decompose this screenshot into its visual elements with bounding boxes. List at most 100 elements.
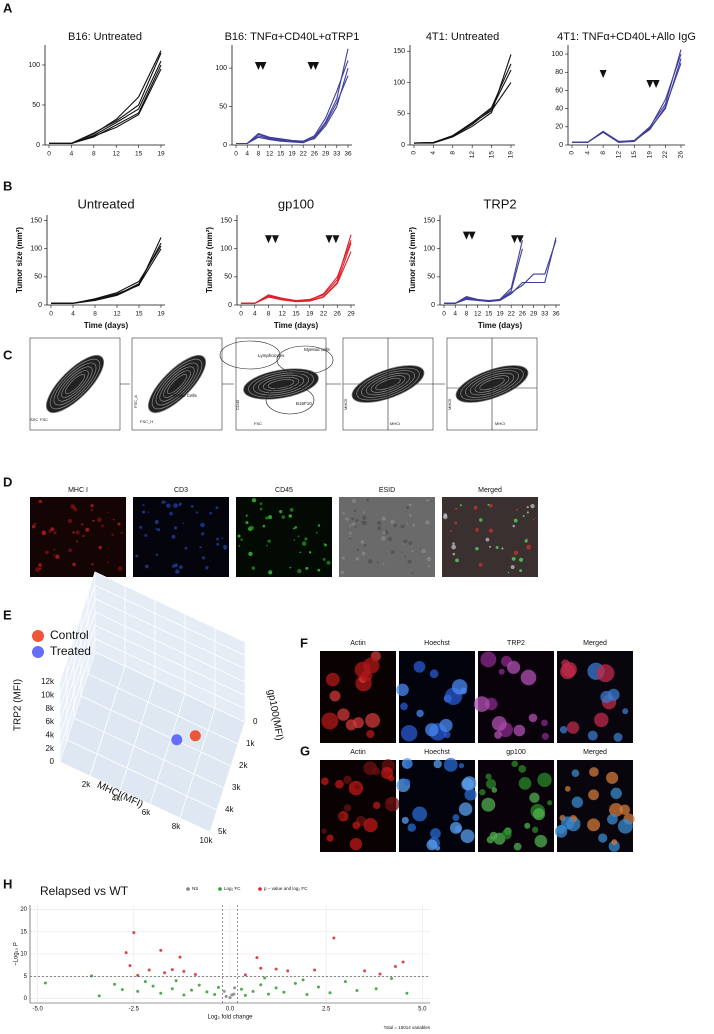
cell [345, 719, 357, 731]
panel-label: A [3, 0, 13, 15]
contour [465, 370, 519, 398]
cell [452, 814, 460, 822]
cell [55, 554, 60, 559]
cell [381, 516, 386, 521]
x-tick-label: -5.0 [33, 1007, 44, 1013]
series-line [572, 63, 682, 143]
contour [148, 355, 206, 413]
x-tick-label: 0 [234, 151, 238, 158]
y-tick-label: 100 [393, 79, 405, 86]
cell [384, 796, 400, 812]
gate [276, 345, 334, 375]
cell [412, 523, 416, 527]
x-tick-label: 15 [277, 151, 285, 158]
series-line [444, 237, 557, 304]
x-tick-label: 4k [112, 794, 121, 803]
data-point [216, 985, 220, 989]
series-line [444, 240, 557, 304]
cell [452, 542, 455, 545]
cell [171, 534, 176, 539]
y-tick-label: 50 [427, 274, 435, 281]
y-tick-label: 0 [24, 996, 28, 1002]
cell [265, 544, 268, 547]
cell [541, 719, 548, 727]
x-tick-label: 10k [200, 836, 214, 845]
x-tick-label: 4 [245, 151, 249, 158]
x-tick-label: 22 [662, 151, 669, 159]
data-point [230, 993, 234, 997]
cell [611, 839, 618, 845]
cell [321, 828, 327, 834]
grid-line [94, 572, 246, 723]
contour [365, 372, 411, 396]
cell [259, 502, 263, 506]
contour [167, 374, 187, 394]
y-tick-label: 150 [220, 217, 232, 224]
cell [617, 818, 633, 834]
cell [390, 550, 395, 555]
contour [53, 362, 97, 406]
y-tick-label: 8k [46, 704, 55, 713]
cell [352, 821, 361, 830]
contour [163, 370, 191, 398]
legend-marker [32, 646, 44, 658]
cell [405, 761, 413, 768]
cell [139, 525, 143, 529]
cell [408, 541, 413, 546]
cell [479, 518, 483, 522]
micrograph [133, 497, 229, 577]
cell [526, 506, 529, 509]
cell [419, 547, 422, 550]
cell [403, 778, 411, 786]
chart-title: gp100 [278, 196, 314, 211]
cell [106, 561, 109, 564]
cell [531, 826, 539, 834]
x-tick-label: 26 [311, 151, 319, 158]
data-point [240, 987, 244, 991]
treatment-arrowhead [652, 80, 660, 88]
cell [510, 565, 515, 570]
cell [289, 507, 294, 512]
data-point [243, 993, 247, 997]
contour [469, 372, 515, 396]
cell [464, 788, 477, 801]
cell [142, 503, 145, 507]
data-point [378, 972, 382, 976]
cell [251, 498, 257, 503]
caption: Merged [583, 749, 607, 756]
cell [90, 504, 94, 508]
cell [393, 523, 397, 528]
x-tick-label: -2.5 [129, 1007, 140, 1013]
cell [245, 514, 248, 517]
treatment-arrowhead [599, 70, 607, 78]
cell [349, 837, 363, 851]
cell [589, 767, 599, 777]
cell [381, 767, 394, 780]
caption: Merged [583, 640, 607, 647]
caption: Actin [350, 640, 366, 647]
cell [489, 831, 498, 840]
data-point [190, 988, 194, 992]
data-point [197, 983, 201, 987]
cell [425, 723, 439, 737]
x-axis-label: Time (days) [478, 321, 523, 330]
data-point [193, 972, 197, 976]
series-line [241, 240, 352, 304]
cell [480, 651, 497, 668]
cell [98, 545, 102, 550]
cell [292, 527, 295, 530]
x-tick-label: 8 [92, 151, 96, 158]
cell [365, 712, 381, 728]
x-tick-label: 0 [47, 151, 51, 158]
cell [342, 512, 345, 515]
cell [571, 796, 584, 808]
data-point [393, 964, 397, 968]
cell [53, 548, 56, 551]
data-point [405, 991, 409, 995]
caption: Hoechst [424, 749, 450, 756]
x-tick-label: 19 [157, 311, 165, 318]
footnote: Total = 15014 variables [384, 1025, 431, 1030]
cell [317, 568, 321, 572]
x-tick-label: 19 [157, 151, 165, 158]
data-point [355, 989, 359, 993]
